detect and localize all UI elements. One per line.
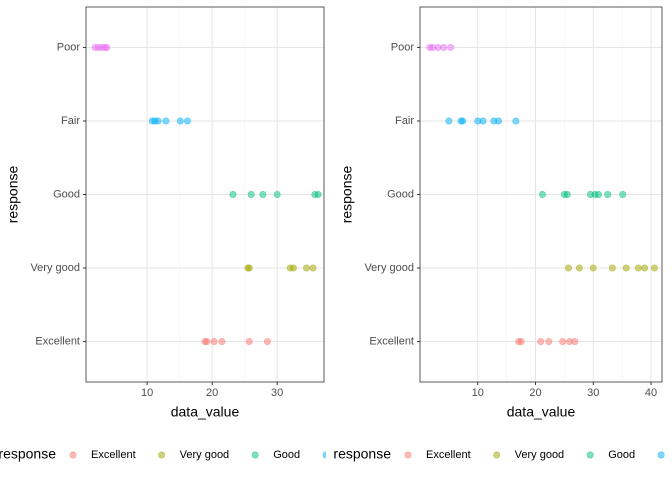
legend-item: Excellent	[404, 449, 471, 461]
x-axis-title: data_value	[507, 404, 576, 420]
point	[641, 264, 649, 272]
y-tick-label: Poor	[57, 41, 81, 53]
point	[210, 338, 218, 346]
y-axis-title: response	[339, 165, 355, 223]
point	[479, 117, 487, 125]
legend-key	[586, 451, 594, 459]
legend-item: Very good	[493, 449, 564, 461]
point	[162, 117, 170, 125]
point	[154, 117, 162, 125]
x-tick-label: 20	[529, 387, 541, 399]
legend-key	[69, 451, 77, 459]
panel-border	[419, 6, 663, 383]
point	[459, 117, 467, 125]
point	[537, 338, 545, 346]
point	[622, 264, 630, 272]
point	[302, 264, 310, 272]
y-axis-title: response	[5, 165, 21, 223]
point	[273, 191, 281, 199]
legend-key	[657, 451, 665, 459]
point	[571, 338, 579, 346]
point	[245, 338, 253, 346]
point	[434, 43, 442, 51]
legend-item: Fair	[657, 451, 665, 459]
point	[495, 117, 503, 125]
x-axis-title: data_value	[171, 404, 240, 420]
x-tick-label: 10	[472, 387, 484, 399]
point	[517, 338, 525, 346]
point	[259, 191, 267, 199]
legend-key	[493, 451, 501, 459]
point	[564, 264, 572, 272]
point	[608, 264, 616, 272]
y-tick-label: Fair	[61, 115, 80, 127]
legend-key	[251, 451, 259, 459]
point	[445, 117, 453, 125]
point	[289, 264, 297, 272]
y-tick-label: Very good	[30, 262, 80, 274]
x-tick-label: 30	[587, 387, 599, 399]
y-tick-label: Very good	[364, 262, 414, 274]
x-tick-label: 30	[271, 387, 283, 399]
point	[309, 264, 317, 272]
point	[575, 264, 583, 272]
legend-item: Very good	[158, 449, 229, 461]
y-tick-label: Good	[387, 188, 414, 200]
point	[176, 117, 184, 125]
legend-label: Very good	[180, 449, 230, 461]
point	[604, 191, 612, 199]
point	[103, 43, 111, 51]
point	[512, 117, 520, 125]
legend-item: Good	[251, 449, 300, 461]
y-tick-label: Poor	[391, 41, 415, 53]
point	[218, 338, 226, 346]
legend-item: Fair	[322, 451, 326, 459]
point	[263, 338, 271, 346]
legend-item: Excellent	[69, 449, 136, 461]
legend-item: Good	[586, 449, 635, 461]
point	[589, 264, 597, 272]
y-tick-label: Excellent	[369, 335, 414, 347]
point	[447, 43, 455, 51]
legend-key	[158, 451, 166, 459]
legend-label: Excellent	[91, 449, 136, 461]
legend-key	[322, 451, 326, 459]
point	[634, 264, 642, 272]
y-tick-label: Fair	[395, 115, 414, 127]
x-tick-label: 10	[141, 387, 153, 399]
legend-label: Excellent	[426, 449, 471, 461]
point	[650, 264, 658, 272]
point	[538, 191, 546, 199]
point	[559, 338, 567, 346]
legend-label: Good	[608, 449, 635, 461]
legend-label: Very good	[515, 449, 565, 461]
x-tick-label: 20	[206, 387, 218, 399]
point	[183, 117, 191, 125]
point	[245, 264, 253, 272]
y-tick-label: Good	[53, 188, 80, 200]
point	[545, 338, 553, 346]
point	[594, 191, 602, 199]
point	[619, 191, 627, 199]
point	[229, 191, 237, 199]
y-tick-label: Excellent	[35, 335, 80, 347]
legend-key	[404, 451, 412, 459]
x-tick-label: 40	[645, 387, 657, 399]
panel-border	[85, 6, 325, 383]
point	[563, 191, 571, 199]
panel: 10 20 30 40 Excellent Very good Good Fair Poor da…	[339, 6, 663, 420]
legend-label: Good	[273, 449, 300, 461]
legend-title: response	[333, 446, 391, 462]
panel: 10 20 30 Excellent Very good Good Fair Poor data…	[5, 6, 325, 420]
point	[247, 191, 255, 199]
legend-title: response	[0, 446, 56, 462]
point	[440, 43, 448, 51]
point	[203, 338, 211, 346]
point	[314, 191, 322, 199]
